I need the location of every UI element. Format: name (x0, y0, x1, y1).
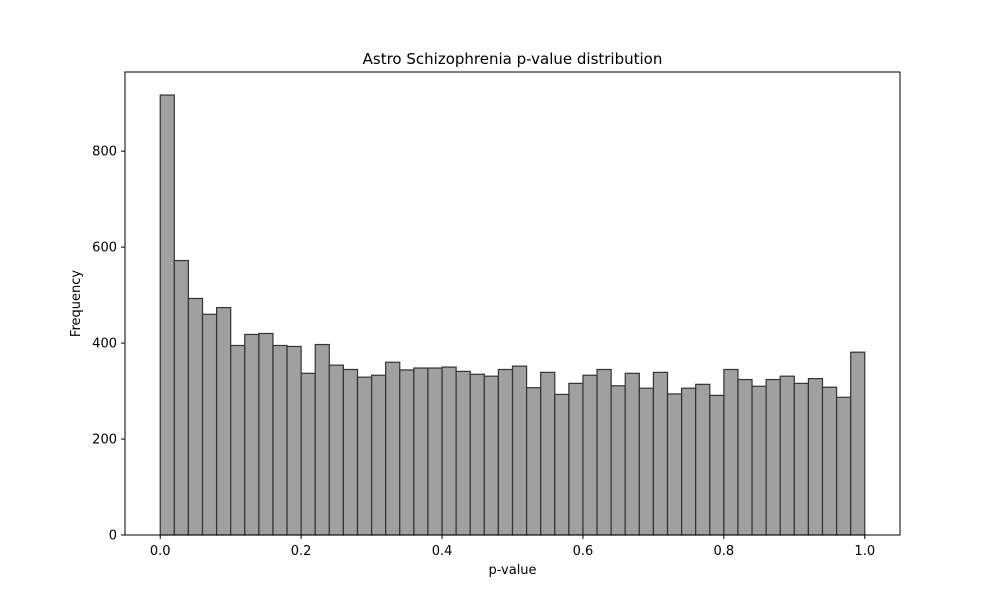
histogram-bar (469, 373, 485, 536)
histogram-bar (427, 367, 443, 536)
histogram-bar (610, 385, 626, 536)
histogram-bar (821, 386, 838, 536)
y-tick-label: 800 (92, 145, 117, 160)
histogram-bar (370, 374, 387, 536)
x-tick-label: 0.8 (714, 544, 735, 559)
histogram-bar (244, 333, 260, 536)
histogram-bar (187, 297, 204, 536)
histogram-bar (525, 387, 542, 536)
histogram-bar (272, 344, 288, 536)
plot-frame (124, 71, 901, 536)
x-axis-label: p-value (488, 563, 536, 578)
histogram-bar (807, 377, 824, 536)
histogram-bar (680, 387, 697, 536)
histogram-bar (751, 385, 767, 536)
histogram-bar (765, 378, 781, 536)
histogram-bar (356, 376, 373, 536)
histogram-bar (596, 368, 612, 536)
histogram-bar (652, 371, 669, 536)
histogram-bar (286, 345, 302, 536)
histogram-bar (850, 351, 866, 536)
histogram-bar (709, 394, 725, 536)
y-tick-label: 400 (92, 337, 117, 352)
histogram-bar (695, 383, 711, 536)
histogram-bar (511, 365, 528, 536)
histogram-bar (173, 259, 190, 536)
y-tick-label: 600 (92, 241, 117, 256)
histogram-bar (554, 393, 570, 536)
histogram-bar (779, 375, 795, 536)
histogram-bar (835, 396, 852, 536)
histogram-bar (582, 374, 598, 536)
histogram-bar (638, 387, 655, 536)
histogram-bar (314, 343, 330, 536)
histogram-bar (230, 344, 246, 536)
y-tick-label: 200 (92, 433, 117, 448)
chart-title: Astro Schizophrenia p-value distribution (363, 50, 663, 68)
histogram-bar (455, 370, 471, 536)
histogram-bar (328, 364, 345, 536)
histogram-bar (201, 313, 218, 536)
histogram-bar (399, 369, 415, 536)
histogram-bar (483, 375, 500, 536)
histogram-bar (300, 372, 316, 536)
ticks-group: 0.0 0.2 0.4 0.6 0.8 1.0 0 200 400 600 800 (92, 145, 875, 559)
histogram-bar (793, 382, 810, 536)
histogram-bar (413, 367, 429, 536)
histogram-bar (568, 382, 584, 536)
histogram-bar (737, 378, 753, 536)
histogram-bar (385, 361, 401, 536)
histogram-bar (342, 368, 359, 536)
histogram-bar (540, 371, 556, 536)
x-tick-label: 0.0 (150, 544, 171, 559)
histogram-bar (159, 94, 175, 536)
x-tick-label: 0.2 (291, 544, 312, 559)
histogram-bar (624, 372, 640, 536)
histogram-bar (441, 366, 457, 536)
histogram-bar (666, 393, 683, 536)
histogram-bar (497, 368, 514, 536)
histogram-bar (215, 306, 232, 536)
x-tick-label: 0.4 (432, 544, 453, 559)
histogram-bar (723, 368, 739, 536)
x-tick-label: 1.0 (854, 544, 875, 559)
histogram-bar (258, 332, 274, 536)
bars-group (159, 94, 866, 536)
y-axis-label: Frequency (69, 270, 84, 337)
y-tick-label: 0 (109, 529, 117, 544)
x-tick-label: 0.6 (573, 544, 594, 559)
